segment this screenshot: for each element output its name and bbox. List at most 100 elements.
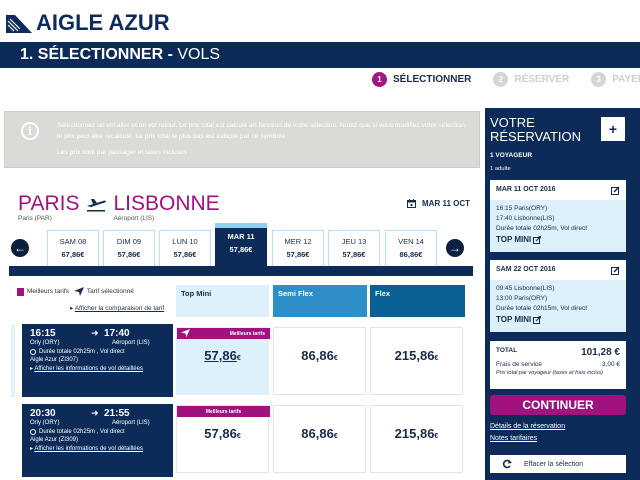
flight-times: 16:15 ➜ 17:40 [30, 328, 165, 339]
sidebar-title-line-2: RÉSERVATION [490, 129, 582, 144]
total-row: TOTAL 101,28 € [496, 347, 620, 358]
fare-option-semi-flex-zi309[interactable]: 86,86€ [273, 405, 366, 473]
currency: € [236, 433, 241, 440]
fare-header-flex: Flex [370, 285, 465, 317]
fare-amount: 57,86 [204, 426, 237, 441]
date-tab-day: JEU 13 [341, 237, 367, 246]
flight-details-link[interactable]: ▸ Afficher les informations de vol détai… [30, 445, 165, 452]
step-number: 3 [591, 72, 607, 87]
fare-price: 215,86€ [371, 348, 462, 363]
date-tab-price: 57,86€ [117, 250, 141, 259]
progress-steps: 1 SÉLECTIONNER 2 RÉSERVER 3 PAYER [372, 72, 640, 87]
date-tab-day: LUN 10 [172, 237, 198, 246]
edit-icon[interactable] [611, 266, 620, 275]
outbound-fare-link[interactable]: TOP MINI [496, 235, 620, 245]
total-label: TOTAL [496, 347, 518, 354]
refresh-icon [502, 459, 512, 469]
page-title: 1. SÉLECTIONNER - VOLS [0, 42, 640, 68]
fare-option-flex-zi309[interactable]: 215,86€ [370, 405, 463, 473]
fare-notes-link[interactable]: Notes tarifaires [490, 435, 538, 442]
return-fare-link[interactable]: TOP MINI [496, 315, 620, 325]
date-tab-sam-08[interactable]: SAM 08 67,86€ [47, 230, 99, 266]
sidebar-title-line-1: VOTRE [490, 115, 535, 130]
date-tab-price: 57,86€ [342, 250, 366, 259]
clock-icon [30, 349, 36, 355]
fare-option-top-mini-zi309[interactable]: Meilleurs tarifs 57,86€ [176, 405, 270, 473]
date-tab-jeu-13[interactable]: JEU 13 57,86€ [328, 230, 380, 266]
outbound-date: MAR 11 OCT 2016 [496, 186, 556, 193]
flight-details-link[interactable]: ▸ Afficher les informations de vol détai… [30, 365, 165, 372]
return-departure: 09:45 Lisbonne(LIS) [496, 285, 555, 292]
date-tab-price: 57,86€ [173, 250, 197, 259]
date-tab-day: MER 12 [284, 237, 312, 246]
fare-amount: 215,86 [394, 426, 435, 441]
return-fare-name: TOP MINI [496, 315, 532, 324]
previous-dates-button[interactable]: ← [11, 239, 29, 257]
outbound-flight-summary: MAR 11 OCT 2016 16:15 Paris(ORY) 17:40 L… [490, 180, 626, 252]
step-reserve: 2 RÉSERVER [493, 72, 569, 87]
fare-option-flex-zi307[interactable]: 215,86€ [370, 327, 463, 395]
return-duration: Durée totale 02h15m, Vol direct [496, 305, 588, 312]
expand-reservation-button[interactable]: + [601, 117, 625, 141]
carousel-bar [9, 266, 473, 276]
edit-icon[interactable] [611, 186, 620, 195]
return-date: SAM 22 OCT 2016 [496, 266, 556, 273]
departure-airport: Orly (ORY) [30, 340, 60, 346]
best-fare-swatch [17, 287, 24, 296]
fare-header-top-mini: Top Mini [176, 285, 269, 317]
currency: € [434, 355, 439, 362]
outbound-fare-name: TOP MINI [496, 235, 532, 244]
price-note: Prix total par voyageur (taxes et frais … [496, 370, 603, 376]
reservation-details-link[interactable]: Détails de la réservation [490, 423, 566, 430]
step-label: RÉSERVER [514, 74, 570, 85]
continue-button[interactable]: CONTINUER [490, 395, 626, 415]
flight-duration: Durée totale 02h25m , Vol direct [30, 349, 165, 355]
outbound-duration: Durée totale 02h25m, Vol direct [496, 225, 588, 232]
arrival-airport: Aéroport (LIS) [112, 420, 150, 426]
next-dates-button[interactable]: → [446, 239, 464, 257]
outbound-details: 16:15 Paris(ORY) 17:40 Lisbonne(LIS) Dur… [490, 200, 626, 249]
date-tab-mar-11[interactable]: MAR 11 57,86€ [215, 228, 267, 268]
brand-name: AIGLE AZUR [36, 10, 170, 35]
flight-number: Aigle Azur (ZI309) [30, 437, 79, 443]
date-tab-price: 57,86€ [229, 245, 253, 254]
plus-icon: + [608, 121, 618, 137]
date-tab-day: VEN 14 [398, 237, 424, 246]
legend-selected-label: Tarif sélectionné [86, 288, 134, 295]
route-date-text: MAR 11 OCT [422, 199, 471, 208]
date-tab-lun-10[interactable]: LUN 10 57,86€ [159, 230, 211, 266]
departure-airport: Orly (ORY) [30, 420, 60, 426]
info-line-2: Les prix sont par passager et taxes incl… [57, 149, 188, 156]
fare-option-top-mini-zi307[interactable]: Meilleurs tarifs 57,86€ [176, 327, 270, 395]
flight-number: Aigle Azur (ZI307) [30, 357, 79, 363]
destination-city: LISBONNE [113, 192, 220, 215]
date-tab-day: DIM 09 [116, 237, 142, 246]
flight-airports: Orly (ORY) Aéroport (LIS) [30, 420, 165, 426]
currency: € [333, 355, 338, 362]
step-pay: 3 PAYER [591, 72, 640, 87]
fare-option-semi-flex-zi307[interactable]: 86,86€ [273, 327, 366, 395]
arrival-time: 21:55 [104, 408, 130, 419]
destination: LISBONNE Aéroport (LIS) [113, 193, 219, 222]
fare-price: 86,86€ [274, 426, 365, 441]
clear-selection-button[interactable]: Effacer la sélection [490, 455, 626, 473]
date-tab-day: MAR 11 [227, 232, 255, 241]
compare-fares-link[interactable]: ▸ Afficher la comparaison de tarif [70, 304, 164, 312]
flight-details-text: Afficher les informations de vol détaill… [34, 366, 143, 372]
date-tab-mer-12[interactable]: MER 12 57,86€ [272, 230, 324, 266]
flight-details-text: Afficher les informations de vol détaill… [34, 446, 143, 452]
date-tab-ven-14[interactable]: VEN 14 86,86€ [385, 230, 437, 266]
page-title-step: 1. SÉLECTIONNER - [20, 46, 173, 63]
departing-plane-icon [87, 199, 107, 212]
traveler-type: 1 adulte [490, 166, 511, 172]
logo[interactable]: AIGLE AZUR [6, 10, 170, 36]
triangle-right-icon: ▸ [30, 446, 34, 452]
legend-best-label: Meilleurs tarifs [27, 288, 69, 295]
price-total-box: TOTAL 101,28 € Frais de service 3,00 € P… [490, 341, 626, 389]
date-tab-dim-09[interactable]: DIM 09 57,86€ [103, 230, 155, 266]
external-link-icon [533, 316, 542, 324]
route-date: MAR 11 OCT [407, 199, 470, 208]
departure-time: 16:15 [30, 328, 56, 339]
fees-value: 3,00 € [601, 361, 620, 368]
origin-city: PARIS [18, 192, 80, 215]
